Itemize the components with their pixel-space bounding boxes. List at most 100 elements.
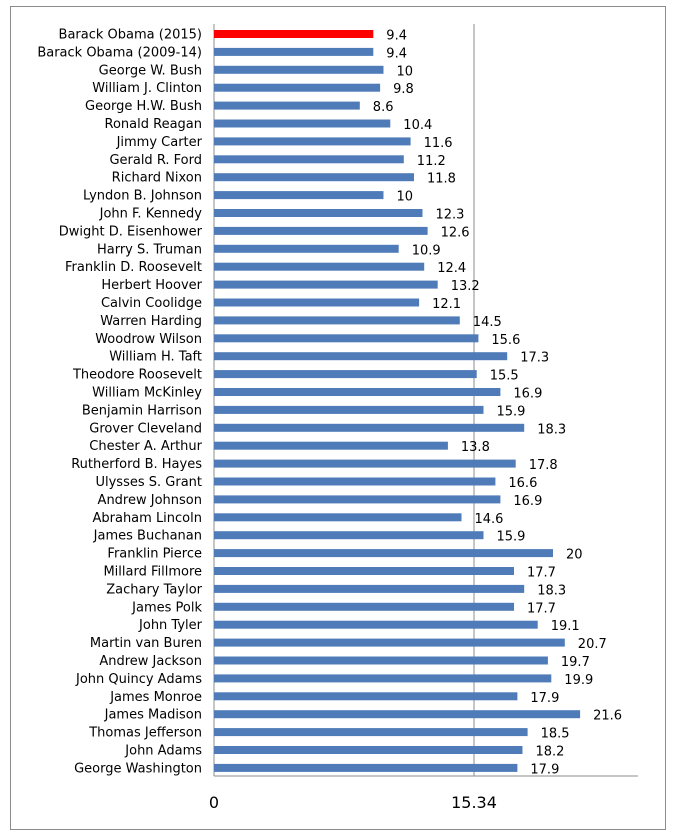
value-label-32: 17.7 bbox=[527, 601, 556, 616]
category-label-20: William McKinley bbox=[92, 386, 202, 401]
bar-24 bbox=[214, 459, 516, 468]
bar-29 bbox=[214, 549, 553, 558]
value-label-12: 10.9 bbox=[412, 243, 441, 258]
bar-15 bbox=[214, 298, 420, 307]
bar-3 bbox=[214, 83, 381, 92]
bar-18 bbox=[214, 352, 508, 361]
bar-39 bbox=[214, 728, 528, 737]
bar-2 bbox=[214, 65, 384, 74]
value-label-23: 13.8 bbox=[461, 440, 490, 455]
value-label-19: 15.5 bbox=[490, 369, 519, 384]
value-label-18: 17.3 bbox=[520, 351, 549, 366]
bar-32 bbox=[214, 602, 514, 611]
bar-14 bbox=[214, 280, 438, 289]
bar-40 bbox=[214, 746, 523, 754]
category-label-24: Rutherford B. Hayes bbox=[71, 457, 202, 472]
bar-38 bbox=[214, 710, 581, 719]
bar-12 bbox=[214, 244, 399, 253]
category-label-36: John Quincy Adams bbox=[75, 672, 202, 687]
value-label-0: 9.4 bbox=[386, 29, 407, 44]
category-label-27: Abraham Lincoln bbox=[92, 511, 202, 526]
category-label-39: Thomas Jefferson bbox=[88, 726, 202, 741]
bar-5 bbox=[214, 119, 391, 128]
bar-37 bbox=[214, 692, 518, 701]
bars bbox=[214, 30, 581, 772]
value-label-34: 20.7 bbox=[578, 637, 607, 652]
x-tick-label-0: 0 bbox=[209, 793, 219, 812]
category-label-6: Jimmy Carter bbox=[116, 135, 203, 150]
bar-4 bbox=[214, 101, 360, 110]
bar-31 bbox=[214, 584, 525, 593]
value-label-37: 17.9 bbox=[530, 691, 559, 706]
bar-23 bbox=[214, 441, 448, 450]
bar-1 bbox=[214, 47, 374, 56]
value-label-28: 15.9 bbox=[497, 530, 526, 545]
value-labels: 9.4 9.4 10 9.8 8.6 10.4 11.6 11.2 11.8 10 12.3 12.6… bbox=[373, 29, 622, 778]
bar-7 bbox=[214, 155, 404, 164]
category-label-14: Herbert Hoover bbox=[101, 278, 202, 293]
bar-41 bbox=[214, 763, 518, 772]
category-label-17: Woodrow Wilson bbox=[95, 332, 202, 347]
value-label-13: 12.4 bbox=[437, 261, 466, 276]
category-label-37: James Monroe bbox=[109, 690, 202, 705]
bar-27 bbox=[214, 513, 462, 522]
category-label-16: Warren Harding bbox=[100, 314, 202, 329]
category-label-11: Dwight D. Eisenhower bbox=[59, 224, 203, 239]
value-label-41: 17.9 bbox=[530, 762, 559, 777]
value-label-9: 10 bbox=[397, 190, 414, 205]
value-label-6: 11.6 bbox=[424, 136, 453, 151]
bar-9 bbox=[214, 191, 384, 200]
value-label-25: 16.6 bbox=[508, 476, 537, 491]
bar-35 bbox=[214, 656, 548, 665]
bar-10 bbox=[214, 209, 423, 217]
category-label-25: Ulysses S. Grant bbox=[95, 475, 202, 490]
bar-22 bbox=[214, 423, 525, 432]
category-label-8: Richard Nixon bbox=[112, 171, 202, 186]
value-label-7: 11.2 bbox=[417, 154, 446, 169]
bar-13 bbox=[214, 262, 425, 271]
value-label-11: 12.6 bbox=[441, 225, 470, 240]
value-label-5: 10.4 bbox=[403, 118, 432, 133]
category-label-40: John Adams bbox=[124, 744, 202, 759]
bar-26 bbox=[214, 495, 501, 504]
category-label-9: Lyndon B. Johnson bbox=[83, 189, 202, 204]
x-tick-label-reference: 15.34 bbox=[451, 793, 497, 812]
value-label-30: 17.7 bbox=[527, 566, 556, 581]
bar-19 bbox=[214, 370, 477, 379]
bar-16 bbox=[214, 316, 460, 325]
value-label-17: 15.6 bbox=[491, 333, 520, 348]
value-label-3: 9.8 bbox=[393, 82, 414, 97]
bar-36 bbox=[214, 674, 552, 683]
value-label-40: 18.2 bbox=[536, 745, 565, 760]
category-label-13: Franklin D. Roosevelt bbox=[65, 260, 202, 275]
value-label-4: 8.6 bbox=[373, 100, 394, 115]
category-label-2: George W. Bush bbox=[99, 63, 202, 78]
category-label-41: George Washington bbox=[74, 761, 202, 776]
value-label-33: 19.1 bbox=[551, 619, 580, 634]
value-label-36: 19.9 bbox=[564, 673, 593, 688]
category-label-4: George H.W. Bush bbox=[85, 99, 202, 114]
category-label-12: Harry S. Truman bbox=[97, 242, 202, 257]
bar-0 bbox=[214, 30, 374, 38]
category-label-31: Zachary Taylor bbox=[106, 582, 202, 597]
category-label-26: Andrew Johnson bbox=[98, 493, 202, 508]
bar-25 bbox=[214, 477, 496, 486]
value-label-16: 14.5 bbox=[473, 315, 502, 330]
bar-30 bbox=[214, 567, 514, 575]
category-label-30: Millard Fillmore bbox=[103, 565, 202, 580]
category-label-29: Franklin Pierce bbox=[107, 547, 202, 562]
category-label-35: Andrew Jackson bbox=[99, 654, 202, 669]
value-label-26: 16.9 bbox=[513, 494, 542, 509]
category-label-34: Martin van Buren bbox=[90, 636, 202, 651]
value-label-38: 21.6 bbox=[593, 709, 622, 724]
category-label-10: John F. Kennedy bbox=[99, 207, 203, 222]
bar-21 bbox=[214, 405, 484, 414]
value-label-2: 10 bbox=[397, 64, 414, 79]
value-label-20: 16.9 bbox=[513, 387, 542, 402]
value-label-21: 15.9 bbox=[497, 404, 526, 419]
category-label-19: Theodore Roosevelt bbox=[72, 368, 202, 383]
category-label-1: Barack Obama (2009-14) bbox=[37, 45, 202, 60]
category-label-3: William J. Clinton bbox=[92, 81, 202, 96]
bar-28 bbox=[214, 531, 484, 540]
